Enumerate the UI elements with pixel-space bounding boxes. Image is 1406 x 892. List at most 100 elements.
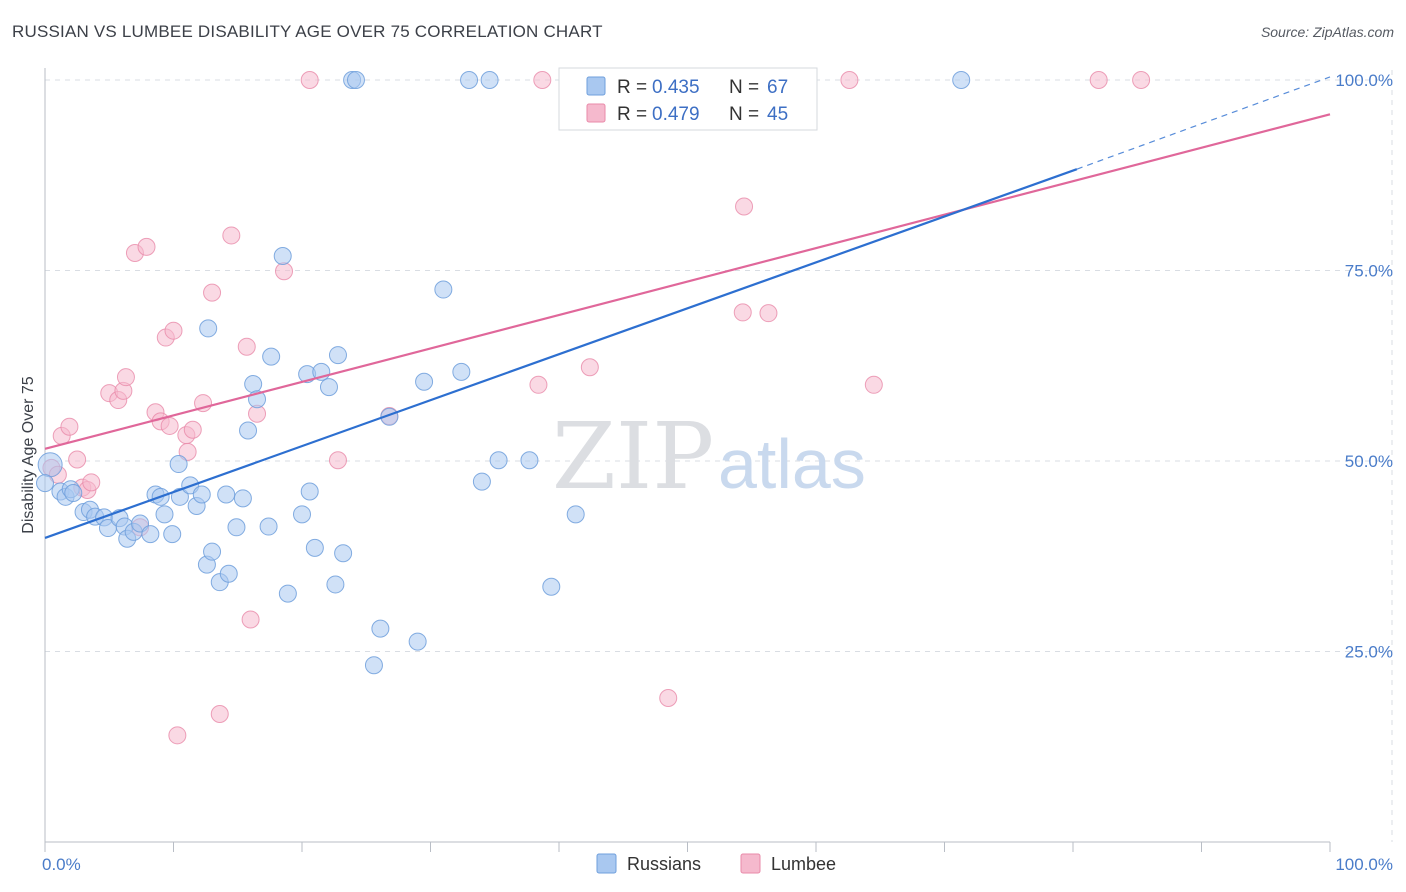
y-axis-title: Disability Age Over 75 (20, 376, 37, 534)
watermark: ZIP atlas (552, 403, 866, 510)
lumbee-point (275, 262, 294, 281)
lumbee-point (735, 197, 754, 216)
russians-point (364, 656, 383, 675)
lumbee-point (210, 704, 229, 723)
tick-labels: 25.0% 50.0% 75.0% 100.0% 0.0% 100.0% (42, 71, 1393, 874)
russians-point (434, 280, 453, 299)
lumbee-point (60, 417, 79, 436)
lumbee-point (203, 283, 222, 302)
y-tick-label: 100.0% (1335, 71, 1393, 90)
russians-point (169, 455, 188, 474)
legend-r-label: R = (617, 77, 647, 98)
y-tick-label: 50.0% (1345, 452, 1393, 471)
lumbee-point (168, 726, 187, 745)
lumbee-trend-line (44, 113, 1331, 450)
lumbee-point (116, 368, 135, 387)
lumbee-point (137, 237, 156, 256)
chart-title: RUSSIAN VS LUMBEE DISABILITY AGE OVER 75… (12, 22, 603, 41)
russians-point (300, 482, 319, 501)
russians-point (163, 525, 182, 544)
grid (45, 70, 1393, 842)
lumbee-point (1089, 71, 1108, 89)
lumbee-point (183, 420, 202, 439)
russians-point (480, 71, 499, 89)
legend-n-value: 45 (767, 104, 788, 125)
trend-lines (44, 76, 1331, 539)
russians-point (170, 487, 189, 506)
russians-point (219, 564, 238, 583)
russians-point (460, 71, 479, 89)
russians-point (64, 484, 83, 503)
legend-n-label: N = (729, 77, 759, 98)
russians-trend-extension (1076, 76, 1331, 170)
russians-point (408, 632, 427, 651)
russians-point (520, 451, 539, 470)
lumbee-point (160, 416, 179, 435)
lumbee-point (529, 375, 548, 394)
russians-point (452, 362, 471, 381)
legend-n-label: N = (729, 104, 759, 125)
legend-swatch-lumbee (586, 103, 606, 123)
lumbee-point (580, 358, 599, 377)
russians-point (346, 71, 365, 89)
source-label: Source: ZipAtlas.com (1260, 24, 1394, 40)
russians-point (542, 577, 561, 596)
russians-point (326, 575, 345, 594)
y-tick-label: 25.0% (1345, 643, 1393, 662)
lumbee-point (328, 451, 347, 470)
russians-trend-line (44, 168, 1078, 539)
russians-point (227, 518, 246, 537)
russians-point (141, 525, 160, 544)
x-tick-label: 0.0% (42, 855, 81, 874)
russians-point (203, 542, 222, 561)
russians-point (305, 538, 324, 557)
watermark-atlas: atlas (718, 425, 866, 503)
russians-point (192, 485, 211, 504)
legend-r-value: 0.479 (652, 104, 700, 125)
legend-swatch-russians (586, 76, 606, 96)
russians-point (278, 584, 297, 603)
russians-point (472, 472, 491, 491)
y-tick-label: 75.0% (1345, 262, 1393, 281)
russians-point (319, 378, 338, 397)
lumbee-point (533, 71, 552, 89)
russians-point (37, 452, 63, 478)
series-russians-points (36, 71, 971, 675)
russians-point (566, 505, 585, 524)
lumbee-point (178, 442, 197, 461)
bottom-legend: Russians Lumbee (596, 853, 836, 874)
russians-point (36, 474, 54, 493)
lumbee-point (300, 71, 319, 89)
russians-point (239, 421, 258, 440)
russians-point (371, 619, 390, 638)
russians-point (415, 372, 434, 391)
watermark-zip: ZIP (552, 403, 714, 510)
bottom-legend-lumbee: Lumbee (771, 854, 836, 874)
lumbee-point (840, 71, 859, 89)
lumbee-point (82, 473, 101, 492)
lumbee-point (68, 450, 87, 469)
bottom-legend-swatch-russians (596, 853, 617, 874)
russians-point (262, 347, 281, 366)
russians-point (952, 71, 971, 89)
lumbee-point (241, 610, 260, 629)
russians-point (199, 319, 218, 338)
lumbee-point (659, 688, 678, 707)
lumbee-point (164, 321, 183, 340)
legend-r-value: 0.435 (652, 77, 700, 98)
russians-point (293, 505, 311, 524)
bottom-legend-swatch-lumbee (740, 853, 761, 874)
x-tick-label: 100.0% (1335, 855, 1393, 874)
top-legend: R = 0.435 N = 67 R = 0.479 N = 45 (558, 67, 818, 131)
russians-point (244, 375, 263, 394)
legend-n-value: 67 (767, 77, 788, 98)
bottom-legend-russians: Russians (627, 854, 701, 874)
russians-point (334, 544, 353, 563)
legend-r-label: R = (617, 104, 647, 125)
russians-point (217, 485, 236, 504)
lumbee-point (1132, 71, 1151, 89)
lumbee-point (864, 375, 883, 394)
russians-point (155, 505, 174, 524)
lumbee-point (222, 226, 241, 245)
